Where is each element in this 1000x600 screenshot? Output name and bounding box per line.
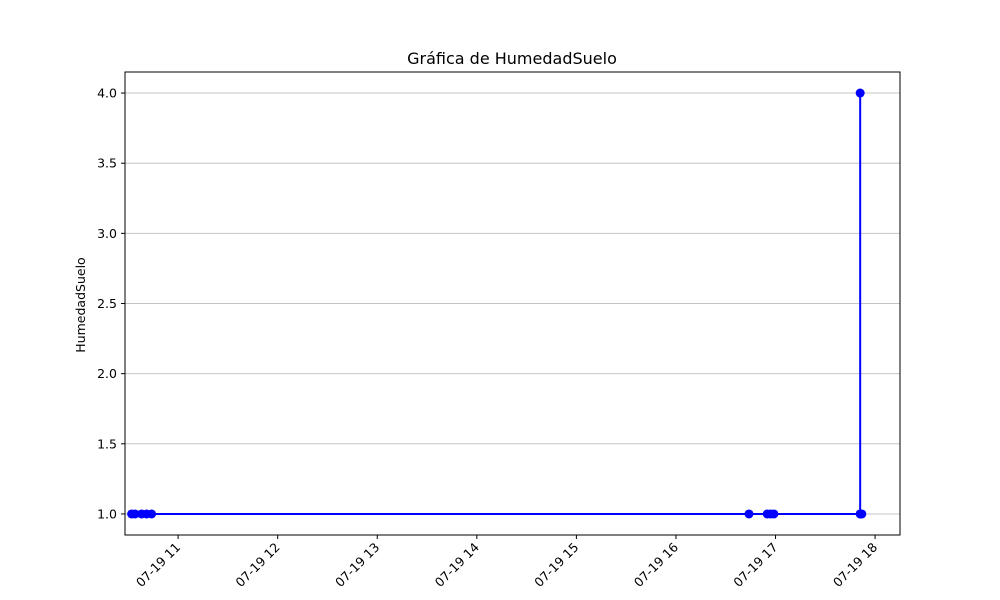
chart-title: Gráfica de HumedadSuelo bbox=[407, 49, 617, 68]
y-tick-label: 2.5 bbox=[97, 296, 117, 311]
y-axis-label: HumedadSuelo bbox=[73, 257, 88, 352]
y-tick-label: 1.5 bbox=[97, 436, 117, 451]
data-point bbox=[130, 509, 140, 519]
y-tick-label: 3.5 bbox=[97, 156, 117, 171]
data-point bbox=[769, 509, 779, 519]
y-tick-label: 4.0 bbox=[97, 86, 117, 101]
data-point bbox=[855, 88, 865, 98]
data-point bbox=[857, 509, 867, 519]
series-layer bbox=[127, 88, 867, 519]
y-tick-label: 2.0 bbox=[97, 366, 117, 381]
data-point bbox=[147, 509, 157, 519]
y-axis: 1.0 1.5 2.0 2.5 3.0 3.5 4.0 bbox=[97, 86, 125, 521]
y-tick-label: 3.0 bbox=[97, 226, 117, 241]
data-point bbox=[744, 509, 754, 519]
y-tick-label: 1.0 bbox=[97, 506, 117, 521]
